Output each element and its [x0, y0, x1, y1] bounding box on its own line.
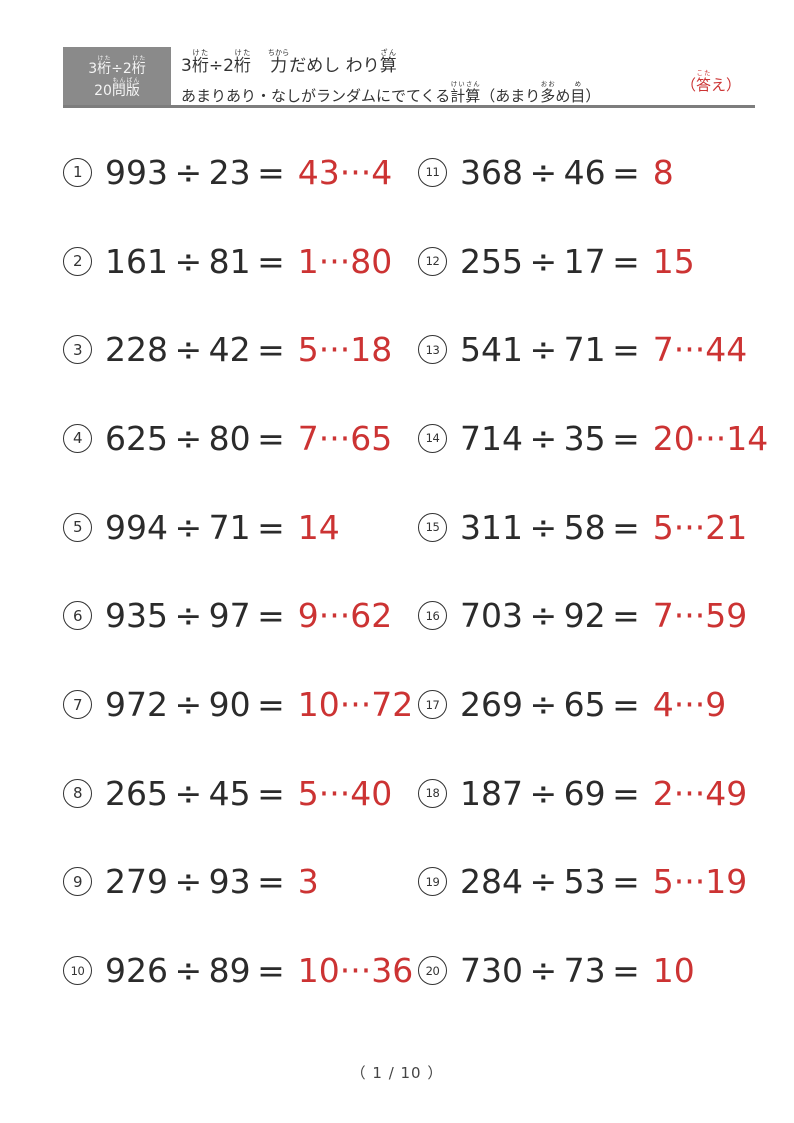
problem-number: 12 [418, 246, 447, 276]
worksheet-title: 3 桁けた ÷2 桁けた 力ちから だめし わり 算ざん [181, 48, 397, 76]
division-expression: 368 ÷ 46 = [460, 152, 640, 192]
header-titles: 3 桁けた ÷2 桁けた 力ちから だめし わり 算ざん あまりあり・なしがランダムにでて… [181, 44, 661, 106]
problem-row: 1 993 ÷ 23 = 43···4 [63, 128, 418, 217]
answer-value: 8 [652, 152, 674, 192]
problem-number: 9 [63, 867, 92, 897]
problems-grid: 1 993 ÷ 23 = 43···4 2 161 ÷ 81 = 1···80 3 228 ÷… [63, 128, 768, 1015]
problem-number: 19 [418, 867, 447, 897]
answer-value: 5···40 [297, 773, 393, 813]
problem-row: 16 703 ÷ 92 = 7···59 [418, 571, 768, 660]
answer-value: 9···62 [297, 596, 393, 636]
division-expression: 187 ÷ 69 = [460, 773, 640, 813]
problem-row: 9 279 ÷ 93 = 3 [63, 838, 418, 927]
division-expression: 926 ÷ 89 = [105, 951, 285, 991]
problem-number: 4 [63, 423, 92, 453]
problem-number: 8 [63, 778, 92, 808]
problem-row: 19 284 ÷ 53 = 5···19 [418, 838, 768, 927]
answer-value: 10···36 [297, 951, 414, 991]
answer-value: 43···4 [297, 152, 393, 192]
division-expression: 265 ÷ 45 = [105, 773, 285, 813]
badge-line2: 20問版もんばん [94, 78, 140, 99]
problem-number: 18 [418, 778, 447, 808]
answer-value: 2···49 [652, 773, 748, 813]
problem-number: 3 [63, 335, 92, 365]
problem-number: 11 [418, 157, 447, 187]
problem-number: 20 [418, 956, 447, 986]
problem-row: 14 714 ÷ 35 = 20···14 [418, 394, 768, 483]
answer-value: 20···14 [652, 418, 769, 458]
answer-value: 15 [652, 241, 695, 281]
problem-number: 1 [63, 157, 92, 187]
answer-value: 5···18 [297, 330, 393, 370]
division-expression: 255 ÷ 17 = [460, 241, 640, 281]
problem-row: 7 972 ÷ 90 = 10···72 [63, 660, 418, 749]
answer-value: 14 [297, 507, 340, 547]
problem-row: 4 625 ÷ 80 = 7···65 [63, 394, 418, 483]
worksheet-subtitle: あまりあり・なしがランダムにでてくる 計算けいさん （あまり 多おおめ目め） [181, 81, 601, 105]
division-expression: 284 ÷ 53 = [460, 862, 640, 902]
problem-number: 13 [418, 335, 447, 365]
division-expression: 714 ÷ 35 = [460, 418, 640, 458]
division-expression: 972 ÷ 90 = [105, 685, 285, 725]
division-expression: 541 ÷ 71 = [460, 330, 640, 370]
problem-number: 14 [418, 423, 447, 453]
division-expression: 703 ÷ 92 = [460, 596, 640, 636]
problem-row: 8 265 ÷ 45 = 5···40 [63, 749, 418, 838]
answer-value: 1···80 [297, 241, 393, 281]
problem-number: 10 [63, 956, 92, 986]
problem-row: 17 269 ÷ 65 = 4···9 [418, 660, 768, 749]
problem-row: 11 368 ÷ 46 = 8 [418, 128, 768, 217]
problem-row: 18 187 ÷ 69 = 2···49 [418, 749, 768, 838]
division-expression: 279 ÷ 93 = [105, 862, 285, 902]
problem-number: 15 [418, 512, 447, 542]
problem-number: 7 [63, 690, 92, 720]
division-expression: 161 ÷ 81 = [105, 241, 285, 281]
problem-number: 6 [63, 601, 92, 631]
problem-row: 20 730 ÷ 73 = 10 [418, 926, 768, 1015]
problem-number: 17 [418, 690, 447, 720]
division-expression: 730 ÷ 73 = [460, 951, 640, 991]
division-expression: 228 ÷ 42 = [105, 330, 285, 370]
division-expression: 993 ÷ 23 = [105, 152, 285, 192]
division-expression: 625 ÷ 80 = [105, 418, 285, 458]
problem-number: 5 [63, 512, 92, 542]
problem-number: 16 [418, 601, 447, 631]
answer-value: 7···44 [652, 330, 748, 370]
answer-value: 7···59 [652, 596, 748, 636]
problem-row: 15 311 ÷ 58 = 5···21 [418, 483, 768, 572]
problem-row: 13 541 ÷ 71 = 7···44 [418, 305, 768, 394]
problem-row: 3 228 ÷ 42 = 5···18 [63, 305, 418, 394]
problem-number: 2 [63, 246, 92, 276]
answer-value: 7···65 [297, 418, 393, 458]
problem-row: 5 994 ÷ 71 = 14 [63, 483, 418, 572]
division-expression: 994 ÷ 71 = [105, 507, 285, 547]
problem-row: 6 935 ÷ 97 = 9···62 [63, 571, 418, 660]
answer-key-label: （答こたえ） [681, 70, 742, 94]
page-number: （ 1 / 10 ） [350, 1064, 444, 1082]
answer-value: 10···72 [297, 685, 414, 725]
problem-row: 2 161 ÷ 81 = 1···80 [63, 217, 418, 306]
answer-value: 10 [652, 951, 695, 991]
problem-row: 10 926 ÷ 89 = 10···36 [63, 926, 418, 1015]
division-expression: 935 ÷ 97 = [105, 596, 285, 636]
answer-value: 5···21 [652, 507, 748, 547]
worksheet-type-badge: 3桁けた÷2桁けた 20問版もんばん [63, 47, 171, 108]
answer-value: 3 [297, 862, 319, 902]
badge-line1: 3桁けた÷2桁けた [88, 55, 146, 77]
answer-value: 4···9 [652, 685, 727, 725]
header-divider [63, 105, 755, 108]
answer-value: 5···19 [652, 862, 748, 902]
division-expression: 311 ÷ 58 = [460, 507, 640, 547]
division-expression: 269 ÷ 65 = [460, 685, 640, 725]
problem-row: 12 255 ÷ 17 = 15 [418, 217, 768, 306]
